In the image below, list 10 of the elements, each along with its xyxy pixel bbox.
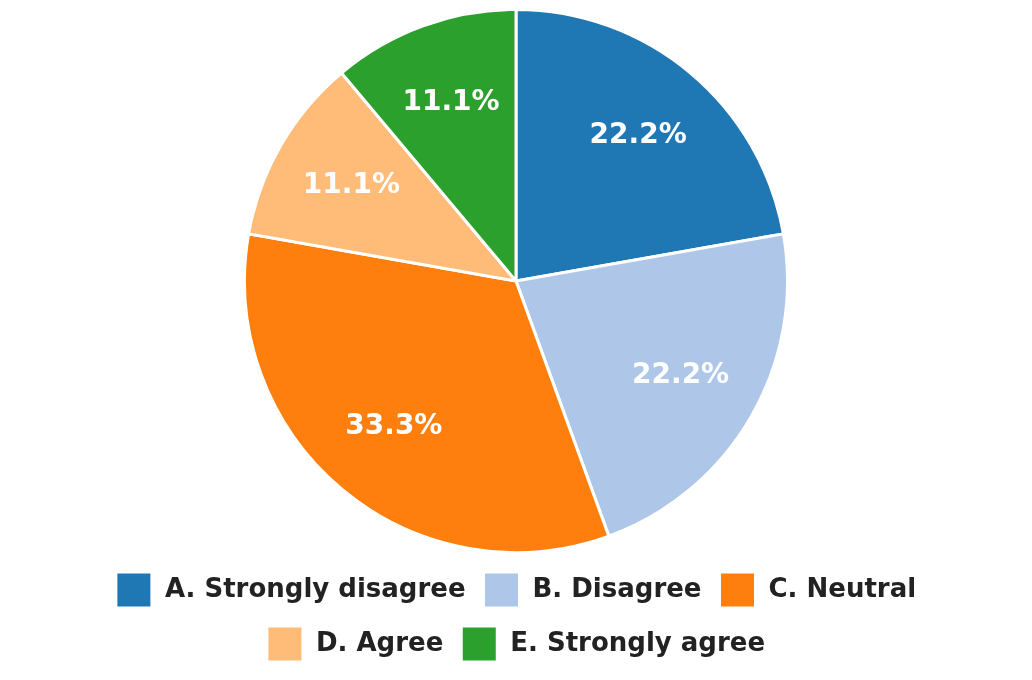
legend-label: A. Strongly disagree [164, 572, 466, 603]
data-label: 11.1% [402, 83, 500, 117]
data-label: 33.3% [345, 407, 443, 441]
data-label: 22.2% [589, 116, 687, 150]
legend-label: C. Neutral [768, 572, 917, 603]
legend-label: D. Agree [315, 626, 444, 657]
data-label: 11.1% [302, 167, 400, 201]
legend-label: B. Disagree [532, 572, 702, 603]
data-label: 22.2% [632, 357, 730, 391]
legend-label: E. Strongly agree [510, 626, 766, 657]
